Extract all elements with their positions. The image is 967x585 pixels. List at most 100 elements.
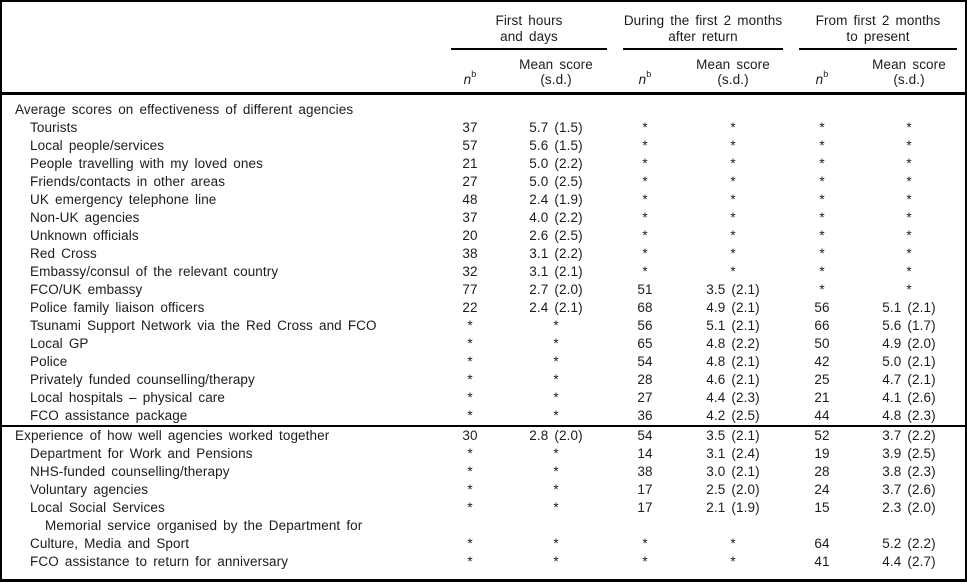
row-label-text: Privately funded counselling/therapy bbox=[30, 371, 255, 387]
mean3-cell: 5.0 (2.1) bbox=[882, 353, 936, 369]
mean-score-header: Mean score (s.d.) bbox=[675, 50, 791, 95]
mean1-cell: 2.7 (2.0) bbox=[529, 281, 583, 297]
mean3-cell: 4.7 (2.1) bbox=[882, 371, 936, 387]
mean-score-header: Mean score (s.d.) bbox=[853, 50, 965, 95]
mean2-cell: 3.5 (2.1) bbox=[675, 424, 791, 445]
row-label-text-line2: Culture, Media and Sport bbox=[30, 535, 190, 551]
table-header: First hours and days During the first 2 … bbox=[2, 2, 965, 95]
n3-cell: 66 bbox=[814, 317, 830, 333]
mean2-cell: 4.2 (2.5) bbox=[706, 407, 760, 423]
table-body: Average scores on effectiveness of diffe… bbox=[2, 93, 965, 577]
mean1-cell: 3.1 (2.2) bbox=[529, 245, 583, 261]
mean3-cell: 3.8 (2.3) bbox=[882, 463, 936, 479]
n1-cell: * bbox=[467, 317, 473, 333]
col-group-label: to present bbox=[846, 29, 910, 44]
mean1-cell: * bbox=[553, 407, 559, 423]
n1-cell: * bbox=[467, 445, 473, 461]
n3-cell: * bbox=[819, 245, 825, 261]
table-row: Tsunami Support Network via the Red Cros… bbox=[2, 317, 965, 335]
n1-cell: * bbox=[467, 371, 473, 387]
mean1-cell: 2.4 (2.1) bbox=[529, 299, 583, 315]
row-label-text: Police family liaison officers bbox=[30, 299, 205, 315]
n-header: nb bbox=[615, 50, 675, 95]
mean1-cell: * bbox=[553, 463, 559, 479]
n-symbol: n bbox=[638, 71, 647, 87]
mean-score-label: Mean score bbox=[872, 56, 946, 72]
n2-cell: 56 bbox=[637, 317, 653, 333]
table-row: Memorial service organised by the Depart… bbox=[2, 517, 965, 553]
mean1-cell: 2.6 (2.5) bbox=[529, 227, 583, 243]
n1-cell: 57 bbox=[462, 137, 478, 153]
n2-cell: 27 bbox=[637, 389, 653, 405]
row-label: Privately funded counselling/therapy bbox=[2, 371, 443, 389]
table-row: FCO/UK embassy 77 2.7 (2.0) 51 3.5 (2.1) * * bbox=[2, 281, 965, 299]
mean3-cell: 4.1 (2.6) bbox=[882, 389, 936, 405]
n1-cell: * bbox=[467, 389, 473, 405]
table-row: Voluntary agencies * * 17 2.5 (2.0) 24 3.7 (2.… bbox=[2, 481, 965, 499]
n2-cell: 14 bbox=[637, 445, 653, 461]
n2-cell: * bbox=[642, 173, 648, 189]
table-row: FCO assistance package * * 36 4.2 (2.5) 44 4.8… bbox=[2, 407, 965, 426]
n1-cell: 21 bbox=[462, 155, 478, 171]
row-label-text: FCO assistance to return for anniversary bbox=[30, 553, 289, 569]
n1-cell: 27 bbox=[462, 173, 478, 189]
n2-cell: * bbox=[642, 155, 648, 171]
table-row: Police family liaison officers 22 2.4 (2.1… bbox=[2, 299, 965, 317]
row-label-text: Tourists bbox=[30, 119, 78, 135]
mean-score-label: Mean score bbox=[519, 56, 593, 72]
table-row: Local hospitals – physical care * * 27 4.4 (… bbox=[2, 389, 965, 407]
mean2-cell: 5.1 (2.1) bbox=[706, 317, 760, 333]
n2-cell: 28 bbox=[637, 371, 653, 387]
mean3-cell: * bbox=[906, 155, 912, 171]
mean3-cell: 4.4 (2.7) bbox=[882, 553, 936, 569]
mean1-cell: 5.0 (2.5) bbox=[529, 173, 583, 189]
column-group-row: First hours and days During the first 2 … bbox=[2, 2, 965, 50]
row-label-text: Police bbox=[30, 353, 68, 369]
n3-cell: 42 bbox=[814, 353, 830, 369]
mean2-cell: * bbox=[730, 227, 736, 243]
n1-cell: * bbox=[467, 463, 473, 479]
n1-cell: * bbox=[467, 499, 473, 515]
mean2-cell: * bbox=[730, 191, 736, 207]
mean1-cell: * bbox=[553, 371, 559, 387]
mean1-cell: 2.4 (1.9) bbox=[529, 191, 583, 207]
n3-cell: * bbox=[819, 137, 825, 153]
row-label: Police family liaison officers bbox=[2, 299, 443, 317]
table-row: Local Social Services * * 17 2.1 (1.9) 15 2.3 … bbox=[2, 499, 965, 517]
n2-cell: * bbox=[642, 553, 648, 569]
col-group-label: after return bbox=[668, 29, 738, 44]
row-label: Embassy/consul of the relevant country bbox=[2, 263, 443, 281]
row-label: Experience of how well agencies worked t… bbox=[2, 424, 443, 445]
n2-cell: 65 bbox=[637, 335, 653, 351]
mean3-cell: * bbox=[906, 119, 912, 135]
table-row: Police * * 54 4.8 (2.1) 42 5.0 (2.1) bbox=[2, 353, 965, 371]
row-label-text: Friends/contacts in other areas bbox=[30, 173, 226, 189]
mean1-cell: * bbox=[553, 499, 559, 515]
n3-cell: 50 bbox=[814, 335, 830, 351]
mean1-cell: 2.8 (2.0) bbox=[497, 424, 615, 445]
mean1-cell: * bbox=[553, 445, 559, 461]
n2-cell: * bbox=[642, 535, 648, 551]
row-label: Tourists bbox=[2, 119, 443, 137]
row-label-text: Unknown officials bbox=[30, 227, 139, 243]
table-row: Department for Work and Pensions * * 14 3.1 … bbox=[2, 445, 965, 463]
mean1-cell: * bbox=[553, 353, 559, 369]
n3-cell: * bbox=[819, 263, 825, 279]
table-row: NHS-funded counselling/therapy * * 38 3.0 (2… bbox=[2, 463, 965, 481]
row-label-text: Local hospitals – physical care bbox=[30, 389, 226, 405]
mean3-cell: 3.7 (2.6) bbox=[882, 481, 936, 497]
row-label: FCO/UK embassy bbox=[2, 281, 443, 299]
row-label: People travelling with my loved ones bbox=[2, 155, 443, 173]
row-label-text: Tsunami Support Network via the Red Cros… bbox=[30, 317, 377, 333]
row-label-text: Average scores on effectiveness of diffe… bbox=[15, 101, 354, 117]
mean2-cell: * bbox=[730, 263, 736, 279]
n3-cell: 24 bbox=[814, 481, 830, 497]
row-label: Department for Work and Pensions bbox=[2, 445, 443, 463]
row-label: FCO assistance to return for anniversary bbox=[2, 553, 443, 577]
col-group-label: During the first 2 months bbox=[623, 13, 783, 28]
row-label: Non-UK agencies bbox=[2, 209, 443, 227]
n3-cell: * bbox=[819, 227, 825, 243]
col-group-first-hours-days: First hours and days bbox=[443, 2, 615, 50]
row-label-text: Local Social Services bbox=[30, 499, 165, 515]
